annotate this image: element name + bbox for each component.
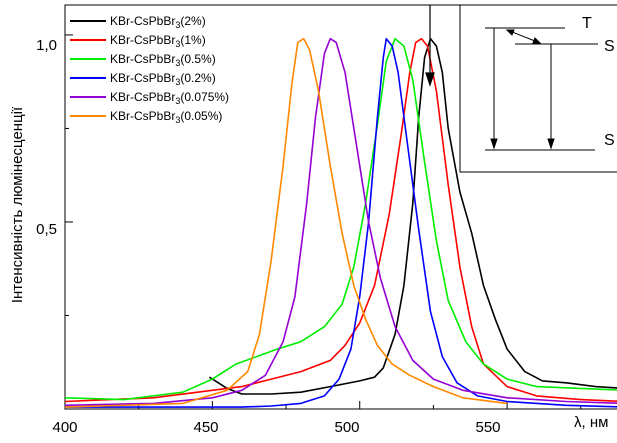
legend-label-0: KBr-CsPbBr3(2%) — [110, 14, 206, 30]
level-t-label: T — [582, 15, 592, 32]
x-tick-label-450: 450 — [193, 419, 218, 436]
y-tick-label-1-0: 1,0 — [36, 37, 57, 54]
y-tick-label-0-5: 0,5 — [36, 221, 57, 238]
plot-frame — [64, 4, 617, 410]
annotation-arrow — [425, 5, 435, 87]
transition-arrows — [490, 28, 555, 150]
level-s0-label: S — [604, 132, 615, 149]
y-axis-title: Інтенсивність люмінесценції — [9, 106, 26, 303]
x-axis-title: λ, нм — [574, 414, 608, 431]
legend-label-4: KBr-CsPbBr3(0.075%) — [110, 90, 229, 106]
series-line-5 — [64, 37, 508, 408]
energy-level-inset: T S S — [459, 4, 617, 173]
series-line-3 — [65, 37, 617, 408]
legend-label-5: KBr-CsPbBr3(0.05%) — [110, 109, 222, 125]
legend-label-3: KBr-CsPbBr3(0.2%) — [110, 71, 216, 87]
series-layer — [64, 37, 617, 408]
x-tick-label-550: 550 — [475, 419, 500, 436]
series-line-2 — [64, 37, 617, 401]
x-tick-label-500: 500 — [334, 419, 359, 436]
legend-label-1: KBr-CsPbBr3(1%) — [110, 33, 206, 49]
series-line-4 — [64, 37, 617, 407]
x-tick-label-400: 400 — [52, 419, 77, 436]
legend-label-2: KBr-CsPbBr3(0.5%) — [110, 52, 216, 68]
legend: KBr-CsPbBr3(2%) KBr-CsPbBr3(1%) KBr-CsPbBr… — [70, 14, 229, 125]
level-s1-label: S — [604, 38, 615, 55]
inset-frame — [459, 4, 617, 173]
series-line-0 — [208, 37, 617, 395]
